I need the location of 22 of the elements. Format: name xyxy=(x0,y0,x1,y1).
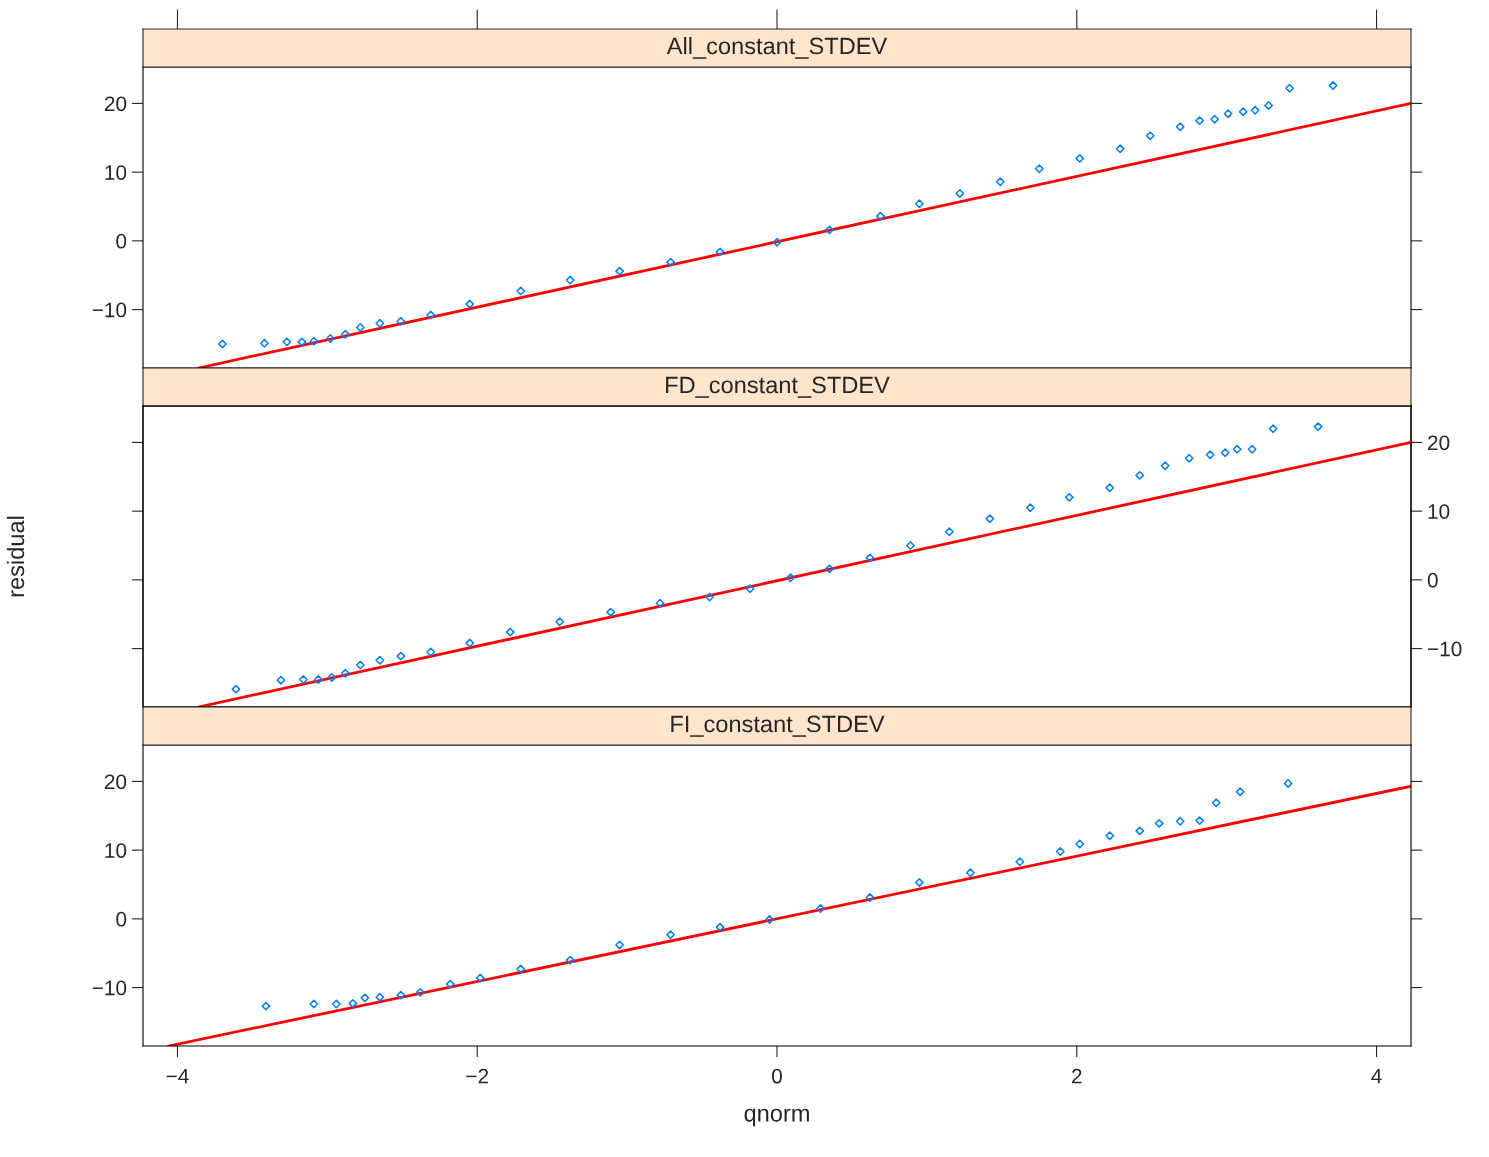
x-tick-label: −4 xyxy=(166,1068,189,1084)
y-tick-label: −10 xyxy=(92,302,127,318)
y-tick-label: 10 xyxy=(105,165,127,180)
y2-tick-label: 20 xyxy=(1428,435,1450,451)
y-tick-label: 0 xyxy=(116,233,127,249)
y-axis-title: residual xyxy=(6,516,25,597)
y2-tick-label: −10 xyxy=(1428,641,1462,657)
chart-title: All_constant_STDEV xyxy=(666,37,888,59)
y-tick-label: 0 xyxy=(116,911,127,927)
x-axis-title: qnorm xyxy=(744,1108,809,1127)
y2-tick-label: 10 xyxy=(1428,504,1450,519)
x-tick-label: 4 xyxy=(1371,1068,1382,1084)
x-tick-label: 2 xyxy=(1072,1068,1082,1084)
x-tick-label: −2 xyxy=(466,1068,489,1084)
y-tick-label: 20 xyxy=(104,96,127,112)
y-tick-label: 20 xyxy=(104,774,127,790)
y-tick-label: 10 xyxy=(105,843,127,858)
x-tick-label: 0 xyxy=(772,1068,782,1084)
chart-title: FD_constant_STDEV xyxy=(666,376,890,398)
chart-title: FI_constant_STDEV xyxy=(671,715,885,737)
y2-tick-label: 0 xyxy=(1427,572,1438,588)
y-tick-label: −10 xyxy=(92,980,127,996)
